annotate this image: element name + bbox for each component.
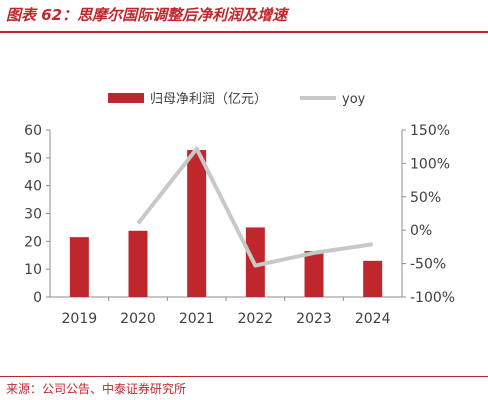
right-tick-label: -100%: [410, 290, 455, 306]
bar-2021: [187, 150, 207, 297]
x-tick-label: 2023: [296, 311, 332, 327]
left-tick-label: 20: [24, 234, 42, 250]
bar-2023: [304, 251, 324, 297]
x-tick-label: 2022: [238, 311, 274, 327]
left-tick-label: 60: [24, 123, 42, 139]
left-tick-label: 30: [24, 207, 42, 223]
axes: 0 10 20 30 40 50 60 -100% -50% 0% 50% 100% 150% 2019 2…: [24, 123, 455, 327]
legend-swatch-bar: [108, 93, 144, 103]
left-tick-label: 50: [24, 151, 42, 167]
source-divider: [0, 376, 488, 377]
title-divider: [0, 31, 488, 33]
bar-2020: [128, 230, 148, 297]
bar-2019: [69, 237, 89, 297]
yoy-line-series: [136, 146, 373, 268]
x-tick-label: 2019: [62, 311, 98, 327]
legend-label-bar: 归母净利润（亿元）: [150, 92, 267, 107]
right-tick-label: -50%: [410, 257, 446, 273]
source-note: 来源：公司公告、中泰证券研究所: [6, 382, 187, 396]
right-tick-label: 150%: [410, 123, 450, 139]
legend-label-line: yoy: [342, 92, 366, 107]
right-tick-label: 100%: [410, 156, 450, 172]
right-tick-label: 0%: [410, 223, 432, 239]
bars: [69, 150, 383, 297]
figure-title: 图表 62：思摩尔国际调整后净利润及增速: [6, 6, 288, 24]
bar-2024: [363, 260, 383, 297]
left-tick-label: 0: [33, 290, 42, 306]
legend: 归母净利润（亿元） yoy: [108, 92, 366, 107]
x-tick-label: 2024: [355, 311, 391, 327]
x-tick-label: 2020: [120, 311, 156, 327]
x-tick-label: 2021: [179, 311, 215, 327]
left-tick-label: 40: [24, 179, 42, 195]
chart: 归母净利润（亿元） yoy 0 10 20 30 40 50 60 -100% -50% 0% 50%…: [24, 92, 455, 327]
right-tick-label: 50%: [410, 190, 441, 206]
left-tick-label: 10: [24, 262, 42, 278]
